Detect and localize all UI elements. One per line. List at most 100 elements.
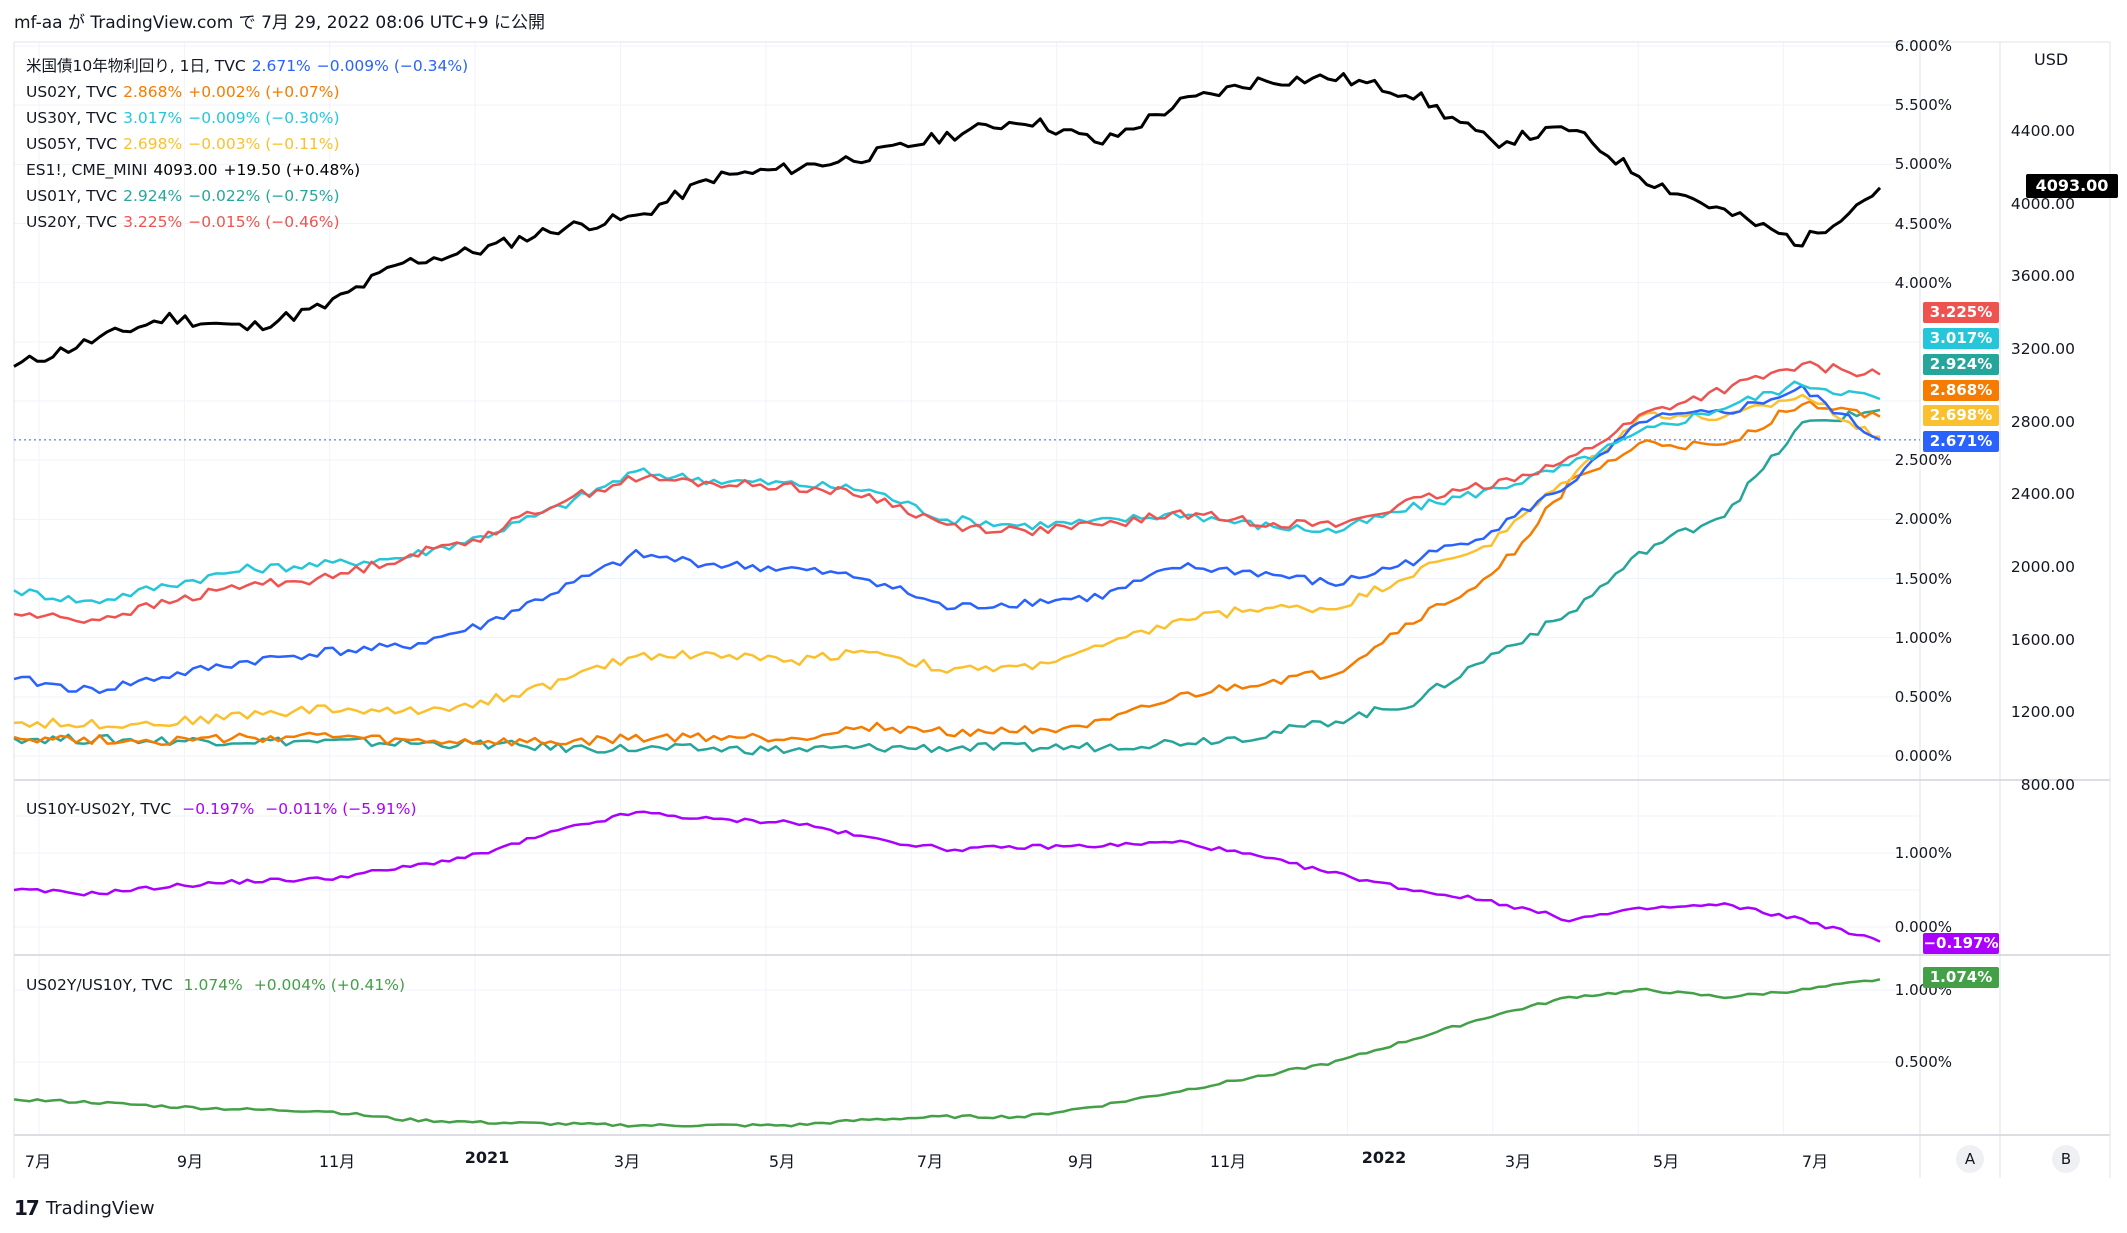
series-line-us02y-us10y (13, 978, 1881, 1128)
y-tick-usd: 2000.00 (2010, 558, 2075, 576)
x-tick: 5月 (1652, 1152, 1680, 1171)
legend-series-name: US05Y, TVC (26, 135, 118, 153)
spread-legend-change: −0.011% (−5.91%) (265, 800, 417, 818)
x-tick: 11月 (1209, 1152, 1247, 1171)
legend-series-change: −0.009% (−0.34%) (316, 57, 469, 75)
price-badge: 2.868% (1923, 380, 1999, 401)
y-tick-usd: 2400.00 (2010, 485, 2075, 504)
x-tick: 9月 (1067, 1152, 1095, 1171)
y-tick-ratio: 0.500% (1894, 1053, 1952, 1071)
y-tick-pct: 4.000% (1894, 273, 1952, 292)
ratio-legend-value: 1.074% (183, 976, 243, 994)
legend-series-name: US20Y, TVC (26, 213, 118, 231)
usd-unit-label: USD (2034, 50, 2069, 69)
x-tick: 5月 (768, 1152, 796, 1171)
ratio-price-badge: 1.074% (1923, 967, 1999, 988)
spread-legend: US10Y-US02Y, TVC −0.197% −0.011% (−5.91%… (26, 800, 423, 818)
x-tick: 3月 (613, 1152, 641, 1171)
series-line-US30Y (13, 380, 1881, 605)
price-badge: 3.225% (1923, 302, 1999, 323)
legend-series-change: −0.022% (−0.75%) (188, 187, 340, 205)
spread-legend-value: −0.197% (182, 800, 255, 818)
legend-series-change: +19.50 (+0.48%) (223, 161, 361, 179)
y-tick-usd: 2800.00 (2010, 412, 2075, 431)
price-badge: 3.017% (1923, 328, 1999, 349)
legend-series-change: −0.009% (−0.30%) (188, 109, 340, 127)
y-tick-pct: 2.500% (1894, 451, 1952, 470)
price-badge: 2.698% (1923, 405, 1999, 426)
legend-series-value: 2.868% (123, 83, 183, 101)
y-tick-pct: 2.000% (1894, 510, 1952, 529)
y-tick-usd: 4400.00 (2010, 122, 2075, 140)
y-tick-usd: 1200.00 (2010, 703, 2075, 722)
auto-scale-button[interactable]: A (1956, 1145, 1984, 1173)
legend-row[interactable]: US30Y, TVC 3.017% −0.009% (−0.30%) (26, 108, 346, 128)
x-tick: 9月 (176, 1152, 204, 1171)
y-tick-usd: 1600.00 (2010, 630, 2075, 649)
legend-series-value: 3.017% (123, 109, 183, 127)
y-tick-usd: 800.00 (2020, 776, 2075, 794)
series-line-es1 (13, 72, 1882, 368)
series-layer (13, 72, 1882, 1128)
legend-series-value: 3.225% (123, 213, 183, 231)
y-tick-usd: 3200.00 (2010, 340, 2075, 358)
x-tick: 7月 (916, 1152, 944, 1171)
x-tick: 11月 (318, 1152, 356, 1171)
series-line-US05Y (13, 393, 1880, 730)
y-tick-pct: 6.000% (1894, 37, 1952, 55)
x-tick: 7月 (24, 1152, 52, 1171)
y-tick-pct: 5.000% (1894, 155, 1952, 174)
legend-series-value: 2.924% (123, 187, 183, 205)
legend-series-name: ES1!, CME_MINI (26, 161, 148, 179)
legend-series-name: US02Y, TVC (26, 83, 118, 101)
legend-series-change: −0.003% (−0.11%) (188, 135, 340, 153)
legend-row[interactable]: 米国債10年物利回り, 1日, TVC 2.671% −0.009% (−0.34%… (26, 56, 474, 76)
y-tick-pct: 1.000% (1894, 628, 1952, 647)
publish-header: mf-aa が TradingView.com で 7月 29, 2022 08… (14, 13, 545, 33)
y-tick-pct: 1.500% (1894, 569, 1952, 588)
y-tick-pct: 4.500% (1894, 214, 1952, 233)
y-tick-spread: 1.000% (1894, 844, 1952, 862)
spread-price-badge: −0.197% (1923, 933, 1999, 954)
ratio-legend-change: +0.004% (+0.41%) (253, 976, 406, 994)
ratio-legend: US02Y/US10Y, TVC 1.074% +0.004% (+0.41%) (26, 976, 411, 994)
y-tick-pct: 0.000% (1894, 747, 1952, 765)
ratio-legend-name: US02Y/US10Y, TVC (26, 976, 173, 994)
grid-lines (14, 42, 1920, 1135)
legend-row[interactable]: US02Y, TVC 2.868% +0.002% (+0.07%) (26, 82, 346, 102)
x-tick: 3月 (1504, 1152, 1532, 1171)
legend-series-name: US30Y, TVC (26, 109, 118, 127)
series-line-10 (13, 384, 1881, 695)
tradingview-logo-icon: 17 (14, 1196, 40, 1220)
spread-legend-name: US10Y-US02Y, TVC (26, 800, 172, 818)
y-tick-usd: 4000.00 (2010, 194, 2075, 213)
price-badge: 2.671% (1923, 431, 1999, 452)
legend-series-name: 米国債10年物利回り, 1日, TVC (26, 57, 246, 75)
legend-series-change: −0.015% (−0.46%) (188, 213, 340, 231)
tradingview-footer: 17 TradingView (14, 1196, 155, 1220)
x-tick: 2021 (464, 1148, 510, 1167)
scale-b-button[interactable]: B (2052, 1145, 2080, 1173)
price-badge: 2.924% (1923, 354, 1999, 375)
y-tick-usd: 3600.00 (2010, 267, 2075, 286)
x-tick: 2022 (1361, 1148, 1407, 1167)
legend-series-value: 4093.00 (153, 161, 218, 179)
legend-row[interactable]: US01Y, TVC 2.924% −0.022% (−0.75%) (26, 186, 346, 206)
legend-series-name: US01Y, TVC (26, 187, 118, 205)
legend-row[interactable]: US20Y, TVC 3.225% −0.015% (−0.46%) (26, 212, 346, 232)
legend-series-value: 2.698% (123, 135, 183, 153)
legend-row[interactable]: ES1!, CME_MINI 4093.00 +19.50 (+0.48%) (26, 160, 366, 180)
y-tick-pct: 0.500% (1894, 687, 1952, 706)
legend-series-change: +0.002% (+0.07%) (188, 83, 340, 101)
es1-price-badge: 4093.00 (2026, 174, 2118, 198)
series-line-US01Y (13, 408, 1881, 756)
legend-row[interactable]: US05Y, TVC 2.698% −0.003% (−0.11%) (26, 134, 346, 154)
x-tick: 7月 (1801, 1152, 1829, 1171)
y-tick-pct: 5.500% (1894, 96, 1952, 115)
series-line-US20Y (13, 360, 1881, 624)
footer-brand: TradingView (45, 1197, 155, 1219)
series-line-us10y-us02y (13, 810, 1881, 943)
pane-separators (13, 41, 2111, 1178)
legend-series-value: 2.671% (251, 57, 311, 75)
